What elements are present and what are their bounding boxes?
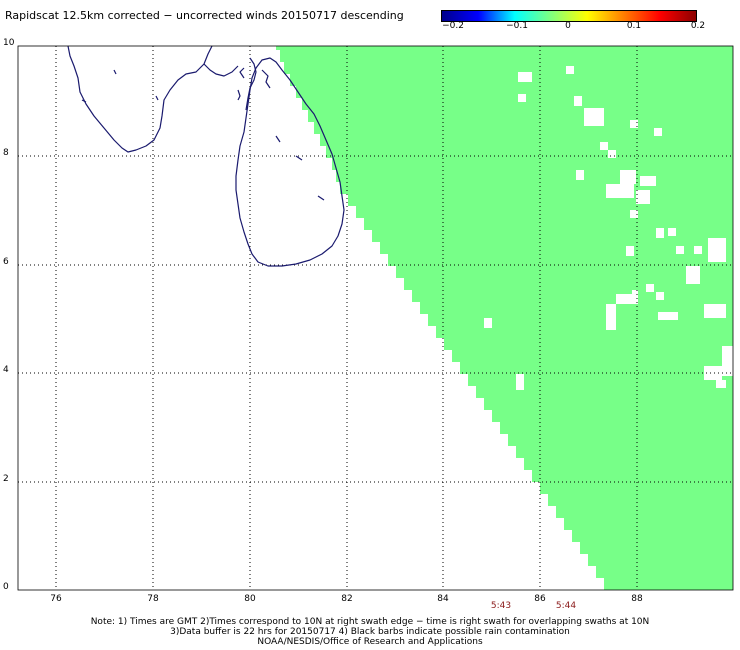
coastline (67, 45, 345, 267)
x-tick-label: 80 (244, 594, 256, 604)
colorbar-label: 0 (565, 21, 571, 31)
map-title: Rapidscat 12.5km corrected − uncorrected… (5, 9, 404, 22)
x-tick-label: 88 (631, 594, 643, 604)
colorbar-label: 0.2 (690, 21, 706, 31)
x-tick-label: 76 (50, 594, 62, 604)
y-tick-label: 4 (3, 365, 9, 375)
colorbar-label: −0.1 (506, 21, 528, 31)
y-tick-label: 2 (3, 474, 9, 484)
swath-region (276, 46, 733, 590)
colorbar-label: 0.1 (626, 21, 642, 31)
note-line-2: 3)Data buffer is 22 hrs for 20150717 4) … (170, 627, 570, 637)
note-line-3: NOAA/NESDIS/Office of Research and Appli… (257, 637, 483, 647)
missing-data-cells (484, 66, 733, 390)
swath-time-label: 5:43 (490, 601, 512, 611)
y-tick-label: 0 (3, 582, 9, 592)
x-tick-label: 82 (341, 594, 353, 604)
x-tick-label: 86 (534, 594, 546, 604)
y-tick-label: 6 (3, 257, 9, 267)
y-tick-label: 10 (3, 38, 15, 48)
colorbar (441, 10, 697, 22)
note-line-1: Note: 1) Times are GMT 2)Times correspon… (90, 617, 650, 627)
swath-time-label: 5:44 (555, 601, 577, 611)
grid-lines (18, 46, 733, 590)
plot-frame (17, 45, 734, 591)
colorbar-label: −0.2 (442, 21, 464, 31)
sri-lanka-outline (235, 57, 345, 267)
y-tick-label: 8 (3, 148, 9, 158)
x-tick-label: 84 (437, 594, 449, 604)
x-tick-label: 78 (147, 594, 159, 604)
